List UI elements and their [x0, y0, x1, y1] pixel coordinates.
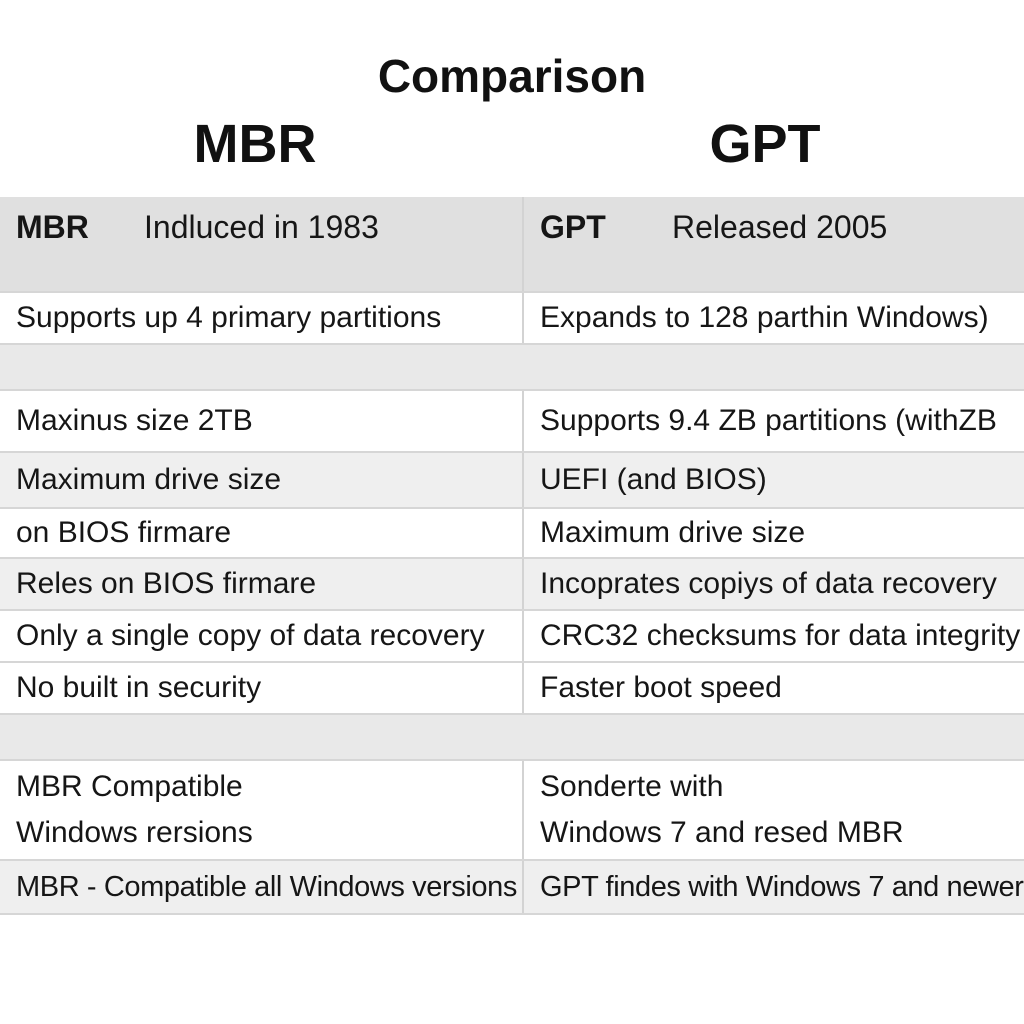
header-value-gpt: Released 2005 [672, 209, 888, 245]
header-cell-gpt: GPT Released 2005 [524, 197, 1024, 291]
table-row: MBR - Compatible all Windows versions GP… [0, 861, 1024, 915]
table-cell-mbr: MBR Compatible Windows rersions [0, 761, 524, 859]
cell-line: Windows 7 and resed MBR [540, 816, 904, 849]
table-row: Only a single copy of data recovery CRC3… [0, 611, 1024, 663]
table-spacer-row [0, 345, 1024, 391]
spacer-cell [524, 715, 1024, 759]
table-cell-mbr: Maximum drive size [0, 453, 524, 507]
table-cell-gpt: Faster boot speed [540, 671, 782, 704]
spacer-cell [0, 715, 524, 759]
table-row: Maxinus size 2TB Supports 9.4 ZB partiti… [0, 391, 1024, 453]
table-cell-mbr: Only a single copy of data recovery [0, 611, 524, 661]
table-cell-gpt: Expands to 128 parthin Windows) [540, 301, 989, 334]
table-header-row: MBR Indluced in 1983 GPT Released 2005 [0, 197, 1024, 293]
page-title: Comparison [377, 50, 647, 102]
table-row-compatibility: MBR Compatible Windows rersions Sonderte… [0, 761, 1024, 861]
table-cell-gpt: Incoprates copiys of data recovery [540, 567, 997, 600]
column-heading-gpt: GPT [709, 114, 821, 174]
table-spacer-row [0, 715, 1024, 761]
table-cell-mbr: Reles on BIOS firmare [0, 559, 524, 609]
table-row: Supports up 4 primary partitions Expands… [0, 293, 1024, 345]
table-row: Reles on BIOS firmare Incoprates copiys … [0, 559, 1024, 611]
cell-line: MBR Compatible [16, 770, 243, 803]
table-cell-gpt: Maximum drive size [540, 516, 806, 549]
column-heading-mbr: MBR [193, 114, 317, 174]
table-cell-mbr: No built in security [0, 663, 524, 713]
cell-line: Sonderte with [540, 770, 724, 803]
table-cell-mbr: Maxinus size 2TB [0, 391, 524, 451]
table-row: Maximum drive size UEFI (and BIOS) [0, 453, 1024, 509]
table-row: on BIOS firmare Maximum drive size [0, 509, 1024, 559]
table-cell-gpt: UEFI (and BIOS) [540, 463, 767, 496]
table-cell-gpt: Supports 9.4 ZB partitions (withZB [540, 404, 997, 437]
table-cell-gpt: Sonderte with Windows 7 and resed MBR [524, 761, 1024, 859]
table-cell-gpt: GPT findes with Windows 7 and newer [540, 871, 1024, 903]
spacer-cell [524, 345, 1024, 389]
header-cell-mbr: MBR Indluced in 1983 [0, 197, 524, 291]
cell-line: Windows rersions [16, 816, 253, 849]
header-label-mbr: MBR [16, 209, 89, 245]
table-row: No built in security Faster boot speed [0, 663, 1024, 715]
table-cell-gpt: CRC32 checksums for data integrity [540, 619, 1021, 652]
header-value-mbr: Indluced in 1983 [144, 209, 379, 245]
table-cell-mbr: on BIOS firmare [0, 509, 524, 557]
spacer-cell [0, 345, 524, 389]
table-cell-mbr: Supports up 4 primary partitions [0, 293, 524, 343]
table-cell-mbr: MBR - Compatible all Windows versions [0, 861, 524, 913]
header-label-gpt: GPT [540, 209, 606, 245]
comparison-table: MBR Indluced in 1983 GPT Released 2005 Sup… [0, 197, 1024, 915]
